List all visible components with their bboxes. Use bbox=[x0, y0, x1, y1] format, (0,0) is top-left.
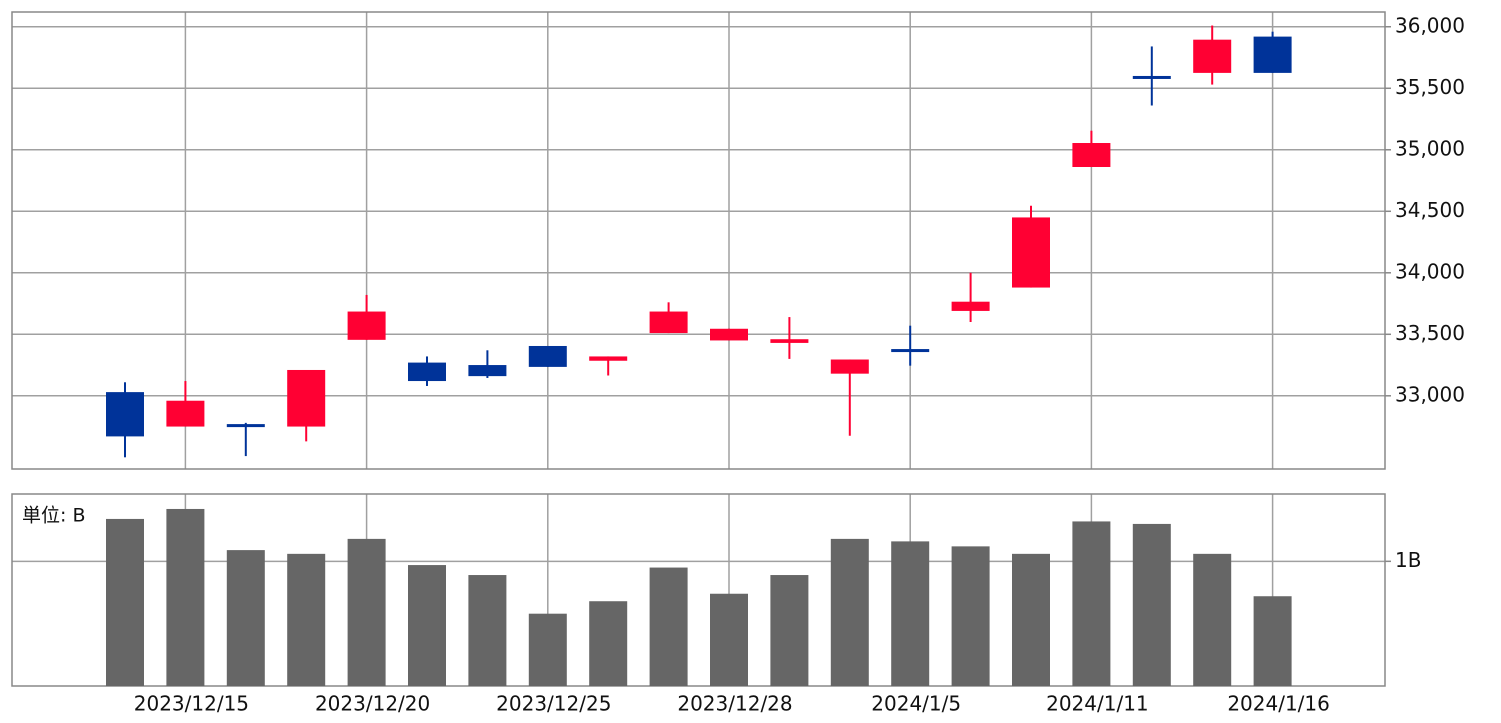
volume-bar bbox=[830, 538, 869, 686]
volume-bar bbox=[1072, 521, 1111, 686]
volume-bar bbox=[287, 553, 326, 686]
volume-bar bbox=[1193, 553, 1232, 686]
candle-body bbox=[830, 359, 869, 374]
volume-bar bbox=[166, 508, 205, 686]
volume-bar bbox=[951, 546, 990, 686]
candle-body bbox=[468, 365, 507, 377]
candle-body bbox=[1253, 36, 1292, 73]
y-tick-label: 35,500 bbox=[1395, 75, 1465, 99]
x-tick-label: 2023/12/25 bbox=[496, 692, 611, 716]
candle-body bbox=[347, 311, 386, 340]
volume-bar bbox=[226, 550, 265, 686]
y-tick-label: 34,000 bbox=[1395, 259, 1465, 283]
volume-bar bbox=[589, 601, 628, 686]
y-tick-label: 35,000 bbox=[1395, 136, 1465, 160]
volume-bar bbox=[528, 613, 567, 686]
y-tick-label: 33,000 bbox=[1395, 382, 1465, 406]
candle-body bbox=[951, 301, 990, 311]
candle-body bbox=[710, 328, 748, 341]
x-tick-label: 2023/12/20 bbox=[315, 692, 430, 716]
y-tick-label: 33,500 bbox=[1395, 321, 1465, 345]
candle-body bbox=[649, 311, 688, 334]
volume-bar bbox=[710, 593, 748, 686]
candle-body bbox=[166, 400, 205, 427]
price-frame bbox=[11, 11, 1386, 470]
candle-body bbox=[106, 392, 144, 437]
volume-bar bbox=[1253, 596, 1292, 686]
y-tick-label: 36,000 bbox=[1395, 13, 1465, 37]
volume-bar bbox=[347, 538, 386, 686]
volume-bar bbox=[770, 575, 809, 686]
candle-body bbox=[770, 339, 809, 343]
volume-bar bbox=[408, 565, 446, 686]
x-tick-label: 2024/1/11 bbox=[1046, 692, 1149, 716]
volume-bar bbox=[649, 567, 688, 686]
unit-label: 単位: B bbox=[22, 505, 85, 527]
candle-body bbox=[287, 369, 326, 427]
volume-frame bbox=[11, 493, 1386, 687]
y-tick-label: 34,500 bbox=[1395, 198, 1465, 222]
x-tick-label: 2024/1/16 bbox=[1227, 692, 1330, 716]
volume-bar bbox=[468, 575, 507, 686]
candle-body bbox=[408, 362, 446, 382]
volume-bar bbox=[106, 518, 144, 686]
volume-bar bbox=[1012, 553, 1050, 686]
volume-bar bbox=[891, 541, 930, 686]
y-tick-label: 1B bbox=[1395, 548, 1421, 572]
candle-body bbox=[1012, 217, 1050, 288]
x-tick-label: 2023/12/28 bbox=[677, 692, 792, 716]
volume-bar bbox=[1132, 523, 1171, 686]
candle-body bbox=[1072, 143, 1111, 167]
candle-body bbox=[891, 349, 930, 353]
candle-body bbox=[589, 356, 628, 361]
candle-body bbox=[1193, 39, 1232, 73]
x-tick-label: 2024/1/5 bbox=[871, 692, 961, 716]
candle-body bbox=[1132, 75, 1171, 79]
candle-body bbox=[528, 345, 567, 367]
candle-body bbox=[226, 424, 265, 428]
x-tick-label: 2023/12/15 bbox=[134, 692, 249, 716]
